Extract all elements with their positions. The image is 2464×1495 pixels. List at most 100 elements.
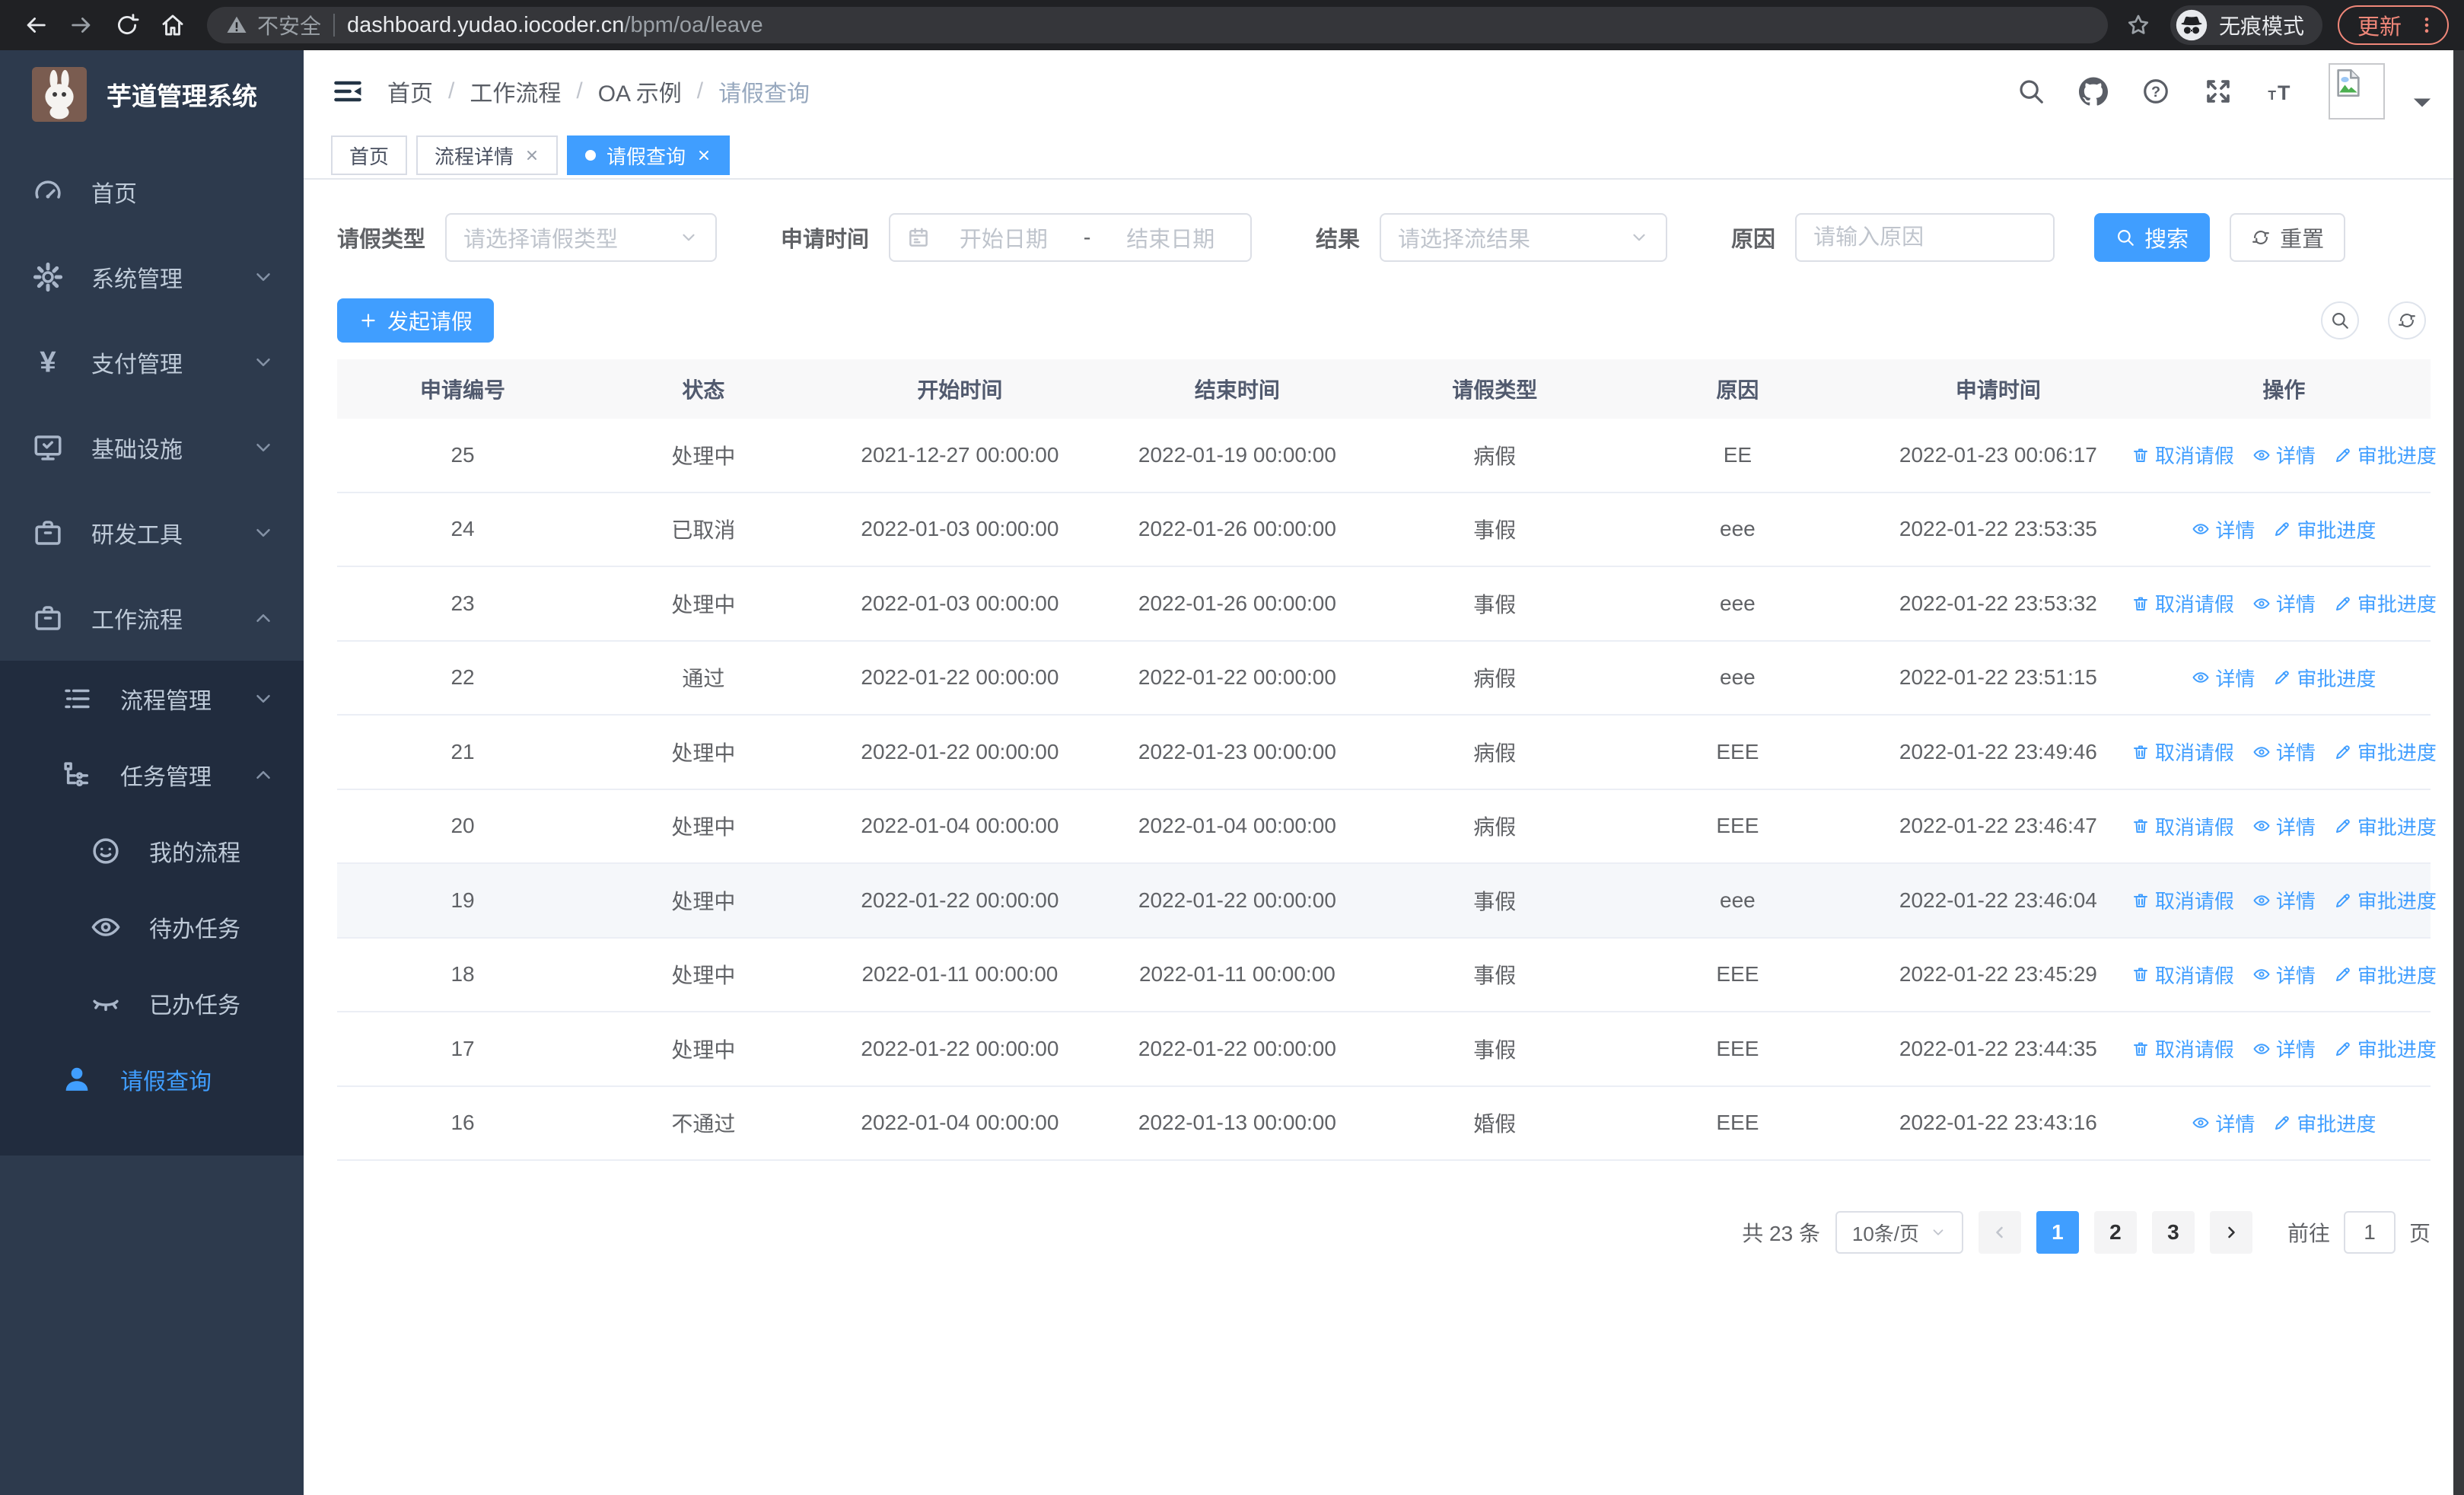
avatar[interactable] <box>2329 63 2385 120</box>
cancel-leave-link[interactable]: 取消请假 <box>2131 961 2234 989</box>
approval-progress-link[interactable]: 审批进度 <box>2334 812 2437 840</box>
cancel-leave-link[interactable]: 取消请假 <box>2131 441 2234 469</box>
browser-back-button[interactable] <box>15 5 56 46</box>
cancel-leave-link[interactable]: 取消请假 <box>2131 738 2234 766</box>
approval-progress-link[interactable]: 审批进度 <box>2273 1109 2376 1137</box>
detail-link[interactable]: 详情 <box>2192 1109 2255 1137</box>
sidebar-item-todo-tasks[interactable]: 待办任务 <box>0 889 304 965</box>
detail-link[interactable]: 详情 <box>2252 886 2316 914</box>
leave-type-select[interactable]: 请选择请假类型 <box>445 213 718 262</box>
calendar-icon <box>907 226 930 249</box>
sidebar-item-infra[interactable]: 基础设施 <box>0 405 304 490</box>
search-icon[interactable] <box>2017 77 2045 106</box>
fullscreen-icon[interactable] <box>2204 77 2233 106</box>
trash-icon <box>2131 446 2150 464</box>
app-frame: 芋道管理系统 首页 系统管理 支付管理 基础设施 <box>0 50 2464 1495</box>
detail-link[interactable]: 详情 <box>2192 515 2255 543</box>
detail-link[interactable]: 详情 <box>2252 812 2316 840</box>
pen-icon <box>2273 668 2291 687</box>
reason-input[interactable] <box>1813 225 2037 250</box>
result-select[interactable]: 请选择流结果 <box>1380 213 1668 262</box>
table-tools <box>2321 301 2426 339</box>
sidebar-item-process-mgmt[interactable]: 流程管理 <box>0 661 304 737</box>
breadcrumb-workflow[interactable]: 工作流程 <box>470 81 562 107</box>
table-row: 21 处理中 2022-01-22 00:00:00 2022-01-23 00… <box>337 716 2437 790</box>
approval-progress-link[interactable]: 审批进度 <box>2334 738 2437 766</box>
detail-link[interactable]: 详情 <box>2252 961 2316 989</box>
security-status[interactable]: 不安全 <box>225 10 321 40</box>
browser-forward-button[interactable] <box>61 5 102 46</box>
eye-icon <box>2252 965 2271 983</box>
end-date-placeholder[interactable]: 结束日期 <box>1126 228 1215 252</box>
detail-link[interactable]: 详情 <box>2252 1034 2316 1063</box>
page-button-1[interactable]: 1 <box>2036 1211 2079 1254</box>
collapse-sidebar-icon[interactable] <box>331 75 365 108</box>
detail-link[interactable]: 详情 <box>2252 738 2316 766</box>
reset-button[interactable]: 重置 <box>2230 213 2346 262</box>
window-scrollbar-edge[interactable] <box>2453 50 2464 1495</box>
breadcrumb-home[interactable]: 首页 <box>387 81 433 107</box>
page-button-2[interactable]: 2 <box>2093 1211 2137 1254</box>
sidebar-item-payment[interactable]: 支付管理 <box>0 320 304 405</box>
github-icon[interactable] <box>2079 77 2108 106</box>
cancel-leave-link[interactable]: 取消请假 <box>2131 812 2234 840</box>
start-date-placeholder[interactable]: 开始日期 <box>959 228 1048 252</box>
approval-progress-link[interactable]: 审批进度 <box>2334 1034 2437 1063</box>
search-button[interactable]: 搜索 <box>2094 213 2211 262</box>
goto-page-input[interactable] <box>2343 1211 2396 1254</box>
next-page-button[interactable] <box>2209 1211 2252 1254</box>
sidebar-item-my-process[interactable]: 我的流程 <box>0 813 304 889</box>
date-separator: - <box>1083 225 1091 250</box>
page-size-select[interactable]: 10条/页 <box>1835 1211 1963 1254</box>
approval-progress-link[interactable]: 审批进度 <box>2334 589 2437 617</box>
tab-process-detail[interactable]: 流程详情 <box>416 135 559 175</box>
date-range-picker[interactable]: 开始日期 - 结束日期 <box>889 213 1253 262</box>
table-row: 18 处理中 2022-01-11 00:00:00 2022-01-11 00… <box>337 939 2437 1012</box>
address-bar[interactable]: 不安全 dashboard.yudao.iocoder.cn/bpm/oa/le… <box>207 7 2108 43</box>
approval-progress-link[interactable]: 审批进度 <box>2273 664 2376 692</box>
breadcrumb-oa-example[interactable]: OA 示例 <box>597 81 682 107</box>
sidebar-item-devtools[interactable]: 研发工具 <box>0 490 304 575</box>
eye-icon <box>2252 446 2271 464</box>
avatar-caret-icon[interactable] <box>2408 88 2437 117</box>
tab-leave-query[interactable]: 请假查询 <box>567 135 731 175</box>
cancel-leave-link[interactable]: 取消请假 <box>2131 886 2234 914</box>
approval-progress-link[interactable]: 审批进度 <box>2334 441 2437 469</box>
sidebar-item-done-tasks[interactable]: 已办任务 <box>0 965 304 1041</box>
sidebar-item-leave-query[interactable]: 请假查询 <box>0 1041 304 1117</box>
sidebar-item-task-mgmt[interactable]: 任务管理 <box>0 737 304 813</box>
cancel-leave-link[interactable]: 取消请假 <box>2131 1034 2234 1063</box>
approval-progress-link[interactable]: 审批进度 <box>2273 515 2376 543</box>
url-path: /bpm/oa/leave <box>624 12 763 37</box>
detail-link[interactable]: 详情 <box>2192 664 2255 692</box>
table-refresh-button[interactable] <box>2388 301 2426 339</box>
font-size-icon[interactable] <box>2266 77 2295 106</box>
bookmark-star-icon[interactable] <box>2122 8 2155 42</box>
url-host: dashboard.yudao.iocoder.cn <box>347 12 625 37</box>
sidebar-item-workflow[interactable]: 工作流程 <box>0 575 304 661</box>
app-logo[interactable]: 芋道管理系统 <box>0 50 304 132</box>
browser-update-menu[interactable]: 更新 <box>2337 5 2449 45</box>
detail-link[interactable]: 详情 <box>2252 589 2316 617</box>
browser-home-button[interactable] <box>152 5 193 46</box>
tab-home[interactable]: 首页 <box>331 135 408 175</box>
help-icon[interactable] <box>2141 77 2170 106</box>
browser-reload-button[interactable] <box>107 5 148 46</box>
table-search-toggle-button[interactable] <box>2321 301 2359 339</box>
page-button-3[interactable]: 3 <box>2151 1211 2195 1254</box>
sidebar-item-home[interactable]: 首页 <box>0 149 304 234</box>
page-unit-label: 页 <box>2408 1222 2431 1245</box>
app-title: 芋道管理系统 <box>107 82 257 110</box>
close-icon[interactable] <box>524 148 540 163</box>
pen-icon <box>2334 1040 2352 1058</box>
prev-page-button[interactable] <box>1978 1211 2021 1254</box>
create-leave-button[interactable]: 发起请假 <box>337 298 495 343</box>
cancel-leave-link[interactable]: 取消请假 <box>2131 589 2234 617</box>
detail-link[interactable]: 详情 <box>2252 441 2316 469</box>
sidebar-item-system[interactable]: 系统管理 <box>0 234 304 320</box>
approval-progress-link[interactable]: 审批进度 <box>2334 886 2437 914</box>
close-icon[interactable] <box>696 148 712 163</box>
incognito-badge: 无痕模式 <box>2170 5 2322 45</box>
trash-icon <box>2131 817 2150 835</box>
approval-progress-link[interactable]: 审批进度 <box>2334 961 2437 989</box>
